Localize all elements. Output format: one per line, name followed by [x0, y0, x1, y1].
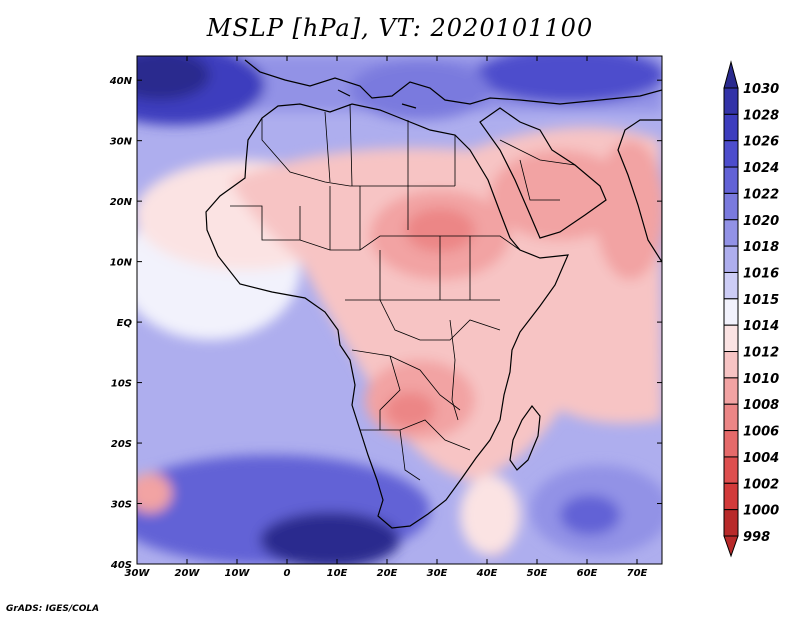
y-tick-label: 20N	[110, 197, 133, 208]
field-arabian-low	[490, 150, 630, 240]
field-indian-core	[560, 495, 620, 535]
madagascar-coastline	[509, 405, 541, 471]
colorbar-label: 1015	[743, 293, 779, 308]
y-tick-label: 40N	[109, 76, 133, 87]
colorbar-swatch	[723, 430, 739, 458]
x-tick-label: 60E	[577, 568, 598, 579]
x-tick-label: 0	[284, 568, 291, 579]
colorbar-swatch	[723, 509, 739, 537]
colorbar-label: 998	[743, 530, 770, 545]
y-tick-label: 40S	[110, 560, 132, 571]
colorbar-swatch	[723, 351, 739, 379]
field-asia-high	[475, 56, 662, 103]
field-south-atlantic-core	[260, 512, 400, 564]
x-tick-label: 30E	[427, 568, 448, 579]
colorbar-swatch	[723, 377, 739, 405]
colorbar-label: 1004	[743, 451, 779, 466]
x-tick-label: 10W	[225, 568, 251, 579]
colorbar-label: 1020	[743, 214, 779, 229]
colorbar-swatch	[723, 298, 739, 326]
colorbar-label: 1022	[743, 187, 779, 202]
colorbar-swatch	[723, 192, 739, 221]
arabia-coastline	[479, 107, 607, 239]
field-azores-core	[137, 56, 210, 100]
x-tick-label: 10E	[327, 568, 348, 579]
colorbar: 1030 1028 1026 1024 1022 1020 1018 1016 1015 1014…	[723, 60, 779, 558]
colorbar-label: 1024	[743, 161, 779, 176]
colorbar-label: 1006	[743, 425, 779, 440]
india-coastline	[617, 119, 662, 264]
credit-text: GrADS: IGES/COLA	[6, 604, 100, 614]
y-tick-label: 10S	[111, 379, 132, 390]
colorbar-swatch	[723, 113, 739, 142]
x-tick-label: 70E	[627, 568, 648, 579]
y-tick-label: 20S	[111, 439, 132, 450]
y-tick-label: 30N	[110, 137, 133, 148]
chart-title: MSLP [hPa], VT: 2020101100	[206, 14, 594, 42]
pressure-field	[137, 56, 662, 564]
x-tick-label: 40E	[476, 568, 498, 579]
colorbar-label: 1026	[743, 135, 779, 150]
field-sudan-core	[405, 208, 475, 252]
colorbar-label: 1000	[743, 504, 779, 519]
colorbar-arrow-top	[723, 60, 739, 89]
coastlines	[205, 59, 662, 529]
colorbar-swatch	[723, 403, 739, 432]
colorbar-label: 1008	[743, 398, 779, 413]
colorbar-swatch	[723, 245, 739, 273]
colorbar-swatch	[723, 87, 739, 115]
colorbar-label: 1012	[743, 346, 779, 361]
y-tick-label: 10N	[110, 258, 133, 269]
y-axis: 40N 30N 20N 10N EQ 10S 20S 30S 40S	[109, 76, 662, 571]
x-tick-label: 50E	[527, 568, 548, 579]
field-india-low	[595, 140, 662, 280]
colorbar-swatch	[723, 456, 739, 484]
colorbar-swatch	[723, 271, 739, 300]
x-tick-label: 20W	[175, 568, 201, 579]
africa-coastline	[205, 103, 569, 529]
colorbar-label: 1016	[743, 266, 779, 281]
europe-coastline	[244, 59, 662, 105]
colorbar-arrow-bottom	[723, 535, 739, 558]
field-med-high	[350, 60, 490, 120]
colorbar-label: 1014	[743, 319, 779, 334]
colorbar-swatch	[723, 482, 739, 511]
country-borders	[230, 103, 576, 481]
y-tick-label: EQ	[117, 318, 133, 329]
colorbar-label: 1028	[743, 108, 779, 123]
field-atlantic-small-low	[137, 473, 172, 513]
field-mozambique-channel	[460, 475, 520, 555]
colorbar-swatch	[723, 219, 739, 247]
colorbar-label: 1002	[743, 477, 779, 492]
y-tick-label: 30S	[111, 500, 132, 511]
colorbar-swatch	[723, 166, 739, 194]
x-axis: 30W 20W 10W 0 10E 20E 30E 40E 50E 60E 70E	[125, 56, 648, 579]
colorbar-swatch	[723, 324, 739, 353]
colorbar-swatch	[723, 140, 739, 168]
x-tick-label: 30W	[125, 568, 151, 579]
field-southafrica-core	[385, 392, 435, 428]
colorbar-label: 1010	[743, 372, 779, 387]
colorbar-label: 1030	[743, 82, 779, 97]
x-tick-label: 20E	[377, 568, 398, 579]
colorbar-label: 1018	[743, 240, 779, 255]
med-islands	[337, 89, 417, 109]
plot-frame	[136, 55, 663, 565]
